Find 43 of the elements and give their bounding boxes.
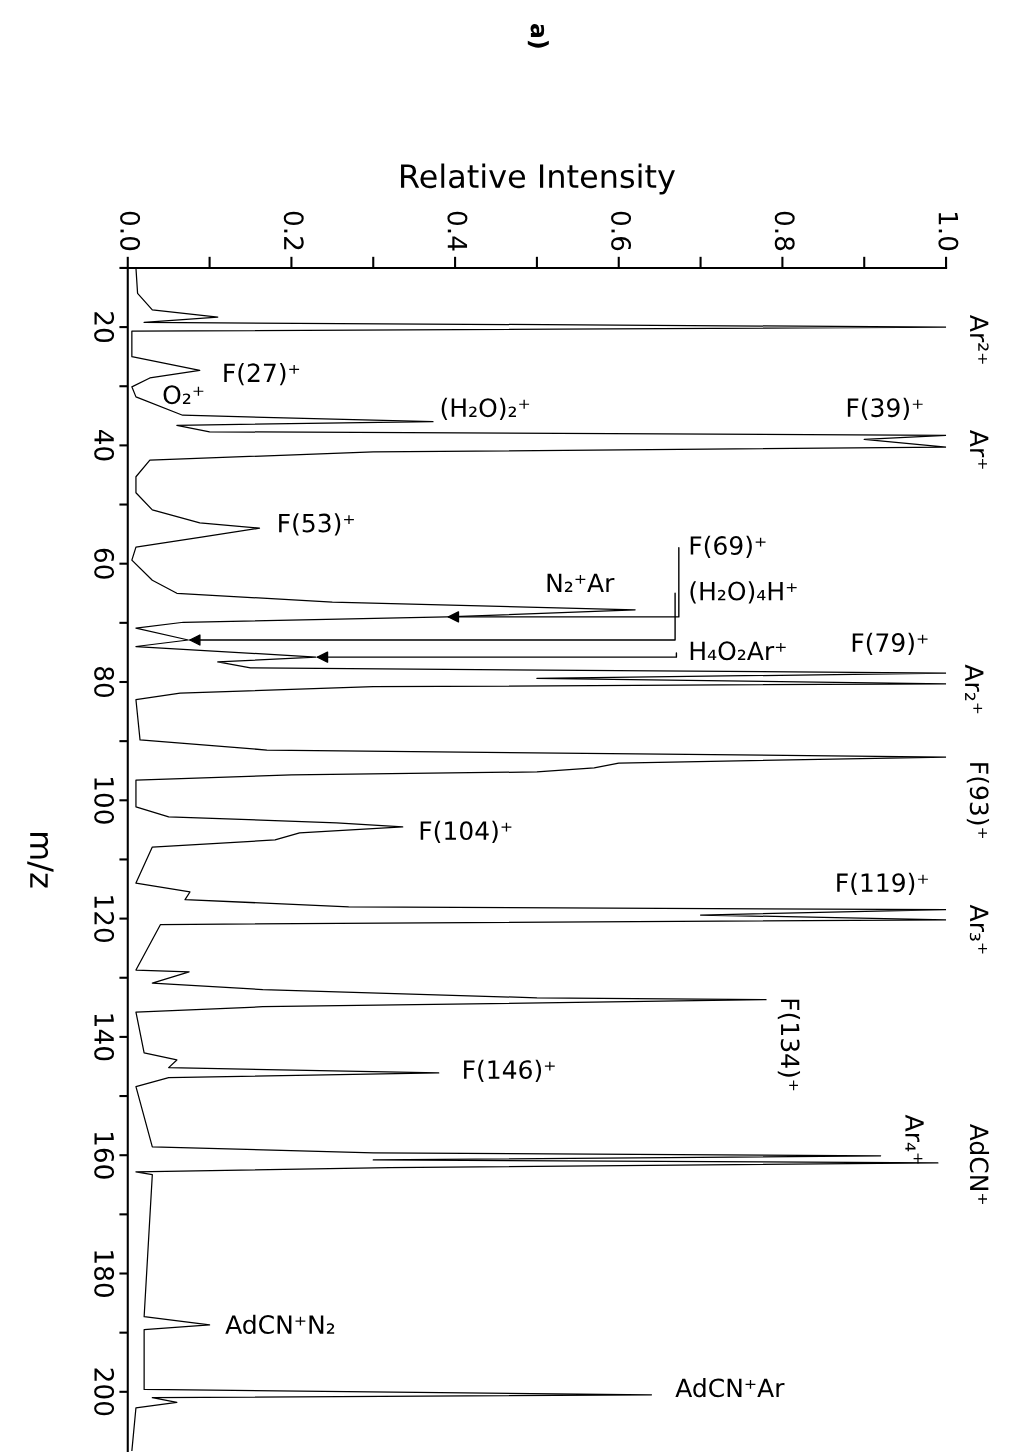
y-tick-label: 20 — [94, 312, 115, 343]
annotation: AdCN⁺N₂ — [225, 1314, 335, 1334]
y-tick-label: 40 — [94, 429, 115, 461]
text: Ar²⁺ — [970, 314, 989, 364]
y-tick-label: 100 — [94, 778, 115, 824]
annotation: F(119)⁺ — [837, 872, 928, 896]
annotation: F(27)⁺ — [224, 362, 300, 386]
annotation: N₂⁺Ar — [547, 573, 615, 592]
text: F(93)⁺ — [966, 763, 990, 839]
line-series — [131, 267, 947, 1451]
annotation: H₄O₂Ar⁺ — [690, 641, 786, 661]
text: Ar₃⁺ — [969, 904, 989, 954]
text: Ar⁺ — [970, 430, 989, 469]
y-tick-label: 60 — [94, 548, 115, 579]
y-tick-label: 80 — [94, 666, 115, 698]
annotation: F(104)⁺ — [420, 820, 512, 844]
chart-title: a) — [527, 23, 549, 48]
annotation: Ar₄⁺ — [905, 1114, 924, 1164]
annotation: F(69)⁺ — [690, 535, 766, 558]
y-tick-label: 200 — [94, 1368, 115, 1416]
x-axis-title: Relative Intensity — [401, 163, 675, 195]
annotation: F(134)⁺ — [777, 999, 801, 1091]
x-tick-label: 0.4 — [447, 211, 468, 251]
x-tick-label: 0.6 — [611, 211, 632, 251]
annotation: (H₂O)₄H⁺ — [690, 581, 797, 604]
y-axis-title: m/z — [27, 833, 54, 888]
y-tick-label: 140 — [94, 1014, 115, 1061]
annotation: (H₂O)₂⁺ — [441, 397, 530, 421]
annotation: O₂⁺ — [163, 385, 204, 405]
y-tick-label: 180 — [94, 1251, 115, 1297]
annotation: F(146)⁺ — [464, 1059, 555, 1082]
x-tick-label: 0.0 — [120, 211, 141, 251]
y-tick-label: 120 — [94, 896, 115, 943]
x-tick-label: 0.2 — [283, 211, 304, 250]
annotation: F(39)⁺ — [847, 397, 923, 421]
x-tick-label: 1.0 — [938, 212, 959, 251]
text: Ar₂⁺ — [965, 664, 984, 714]
annotation: AdCN⁺Ar — [675, 1377, 785, 1398]
annotation: F(79)⁺ — [852, 632, 928, 655]
annotation: F(53)⁺ — [279, 513, 354, 536]
y-tick-label: 160 — [94, 1132, 115, 1179]
x-tick-label: 0.8 — [774, 211, 795, 251]
text: AdCN⁺ — [969, 1123, 990, 1204]
